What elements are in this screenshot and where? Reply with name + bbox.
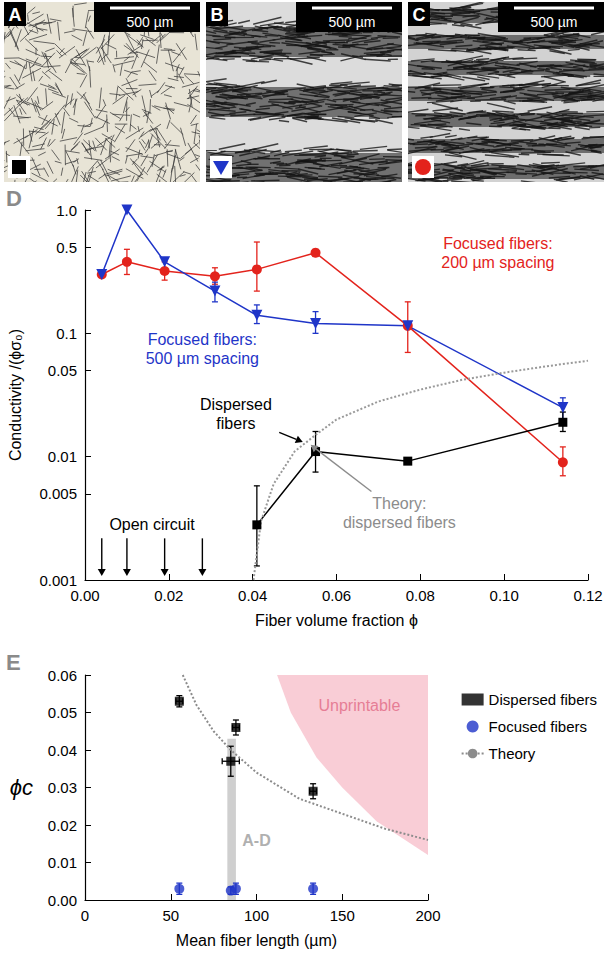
svg-text:0.001: 0.001	[39, 572, 77, 589]
svg-text:Mean fiber length (µm): Mean fiber length (µm)	[176, 932, 337, 949]
svg-text:1.0: 1.0	[56, 202, 77, 219]
svg-text:0.10: 0.10	[490, 587, 519, 604]
svg-text:150: 150	[330, 907, 355, 924]
svg-text:Fiber volume fraction ϕ: Fiber volume fraction ϕ	[255, 612, 418, 629]
svg-text:A: A	[9, 5, 22, 25]
svg-text:Focused fibers:: Focused fibers:	[443, 235, 552, 252]
svg-text:50: 50	[162, 907, 179, 924]
svg-text:0.05: 0.05	[48, 362, 77, 379]
svg-text:Open circuit: Open circuit	[109, 516, 195, 533]
svg-text:0.06: 0.06	[322, 587, 351, 604]
svg-text:200 µm spacing: 200 µm spacing	[441, 254, 554, 271]
svg-text:Focused fibers: Focused fibers	[489, 718, 587, 735]
svg-text:0.05: 0.05	[48, 704, 77, 721]
svg-text:A-D: A-D	[242, 832, 270, 849]
svg-text:0.02: 0.02	[154, 587, 183, 604]
svg-text:500 µm: 500 µm	[531, 14, 578, 30]
svg-text:0.1: 0.1	[56, 325, 77, 342]
svg-text:E: E	[6, 650, 21, 675]
svg-text:dispersed fibers: dispersed fibers	[343, 514, 456, 531]
svg-text:0.00: 0.00	[48, 892, 77, 909]
svg-text:0.06: 0.06	[48, 667, 77, 684]
svg-text:0: 0	[81, 907, 89, 924]
svg-text:0.04: 0.04	[238, 587, 267, 604]
svg-text:Focused fibers:: Focused fibers:	[148, 331, 257, 348]
svg-text:500 µm: 500 µm	[329, 14, 376, 30]
svg-text:500 µm: 500 µm	[127, 14, 174, 30]
svg-text:Dispersed: Dispersed	[200, 396, 272, 413]
svg-text:0.08: 0.08	[406, 587, 435, 604]
svg-text:0.02: 0.02	[48, 817, 77, 834]
svg-text:Theory: Theory	[489, 745, 536, 762]
svg-text:0.04: 0.04	[48, 742, 77, 759]
svg-text:0.005: 0.005	[39, 485, 77, 502]
svg-text:100: 100	[244, 907, 269, 924]
svg-text:Theory:: Theory:	[372, 495, 426, 512]
svg-text:500 µm spacing: 500 µm spacing	[146, 350, 259, 367]
svg-text:0.00: 0.00	[70, 587, 99, 604]
svg-text:0.01: 0.01	[48, 448, 77, 465]
svg-text:0.03: 0.03	[48, 779, 77, 796]
svg-text:B: B	[211, 5, 224, 25]
svg-text:0.12: 0.12	[573, 587, 602, 604]
svg-text:fibers: fibers	[216, 415, 255, 432]
svg-text:Dispersed fibers: Dispersed fibers	[489, 691, 597, 708]
svg-text:0.5: 0.5	[56, 239, 77, 256]
svg-text:200: 200	[415, 907, 440, 924]
svg-text:0.01: 0.01	[48, 854, 77, 871]
svg-text:D: D	[6, 186, 22, 211]
svg-text:C: C	[413, 5, 426, 25]
svg-text:Unprintable: Unprintable	[318, 697, 400, 714]
svg-text:Conductivity /(ϕσ₀): Conductivity /(ϕσ₀)	[7, 329, 24, 461]
svg-text:ϕc: ϕc	[10, 775, 33, 800]
